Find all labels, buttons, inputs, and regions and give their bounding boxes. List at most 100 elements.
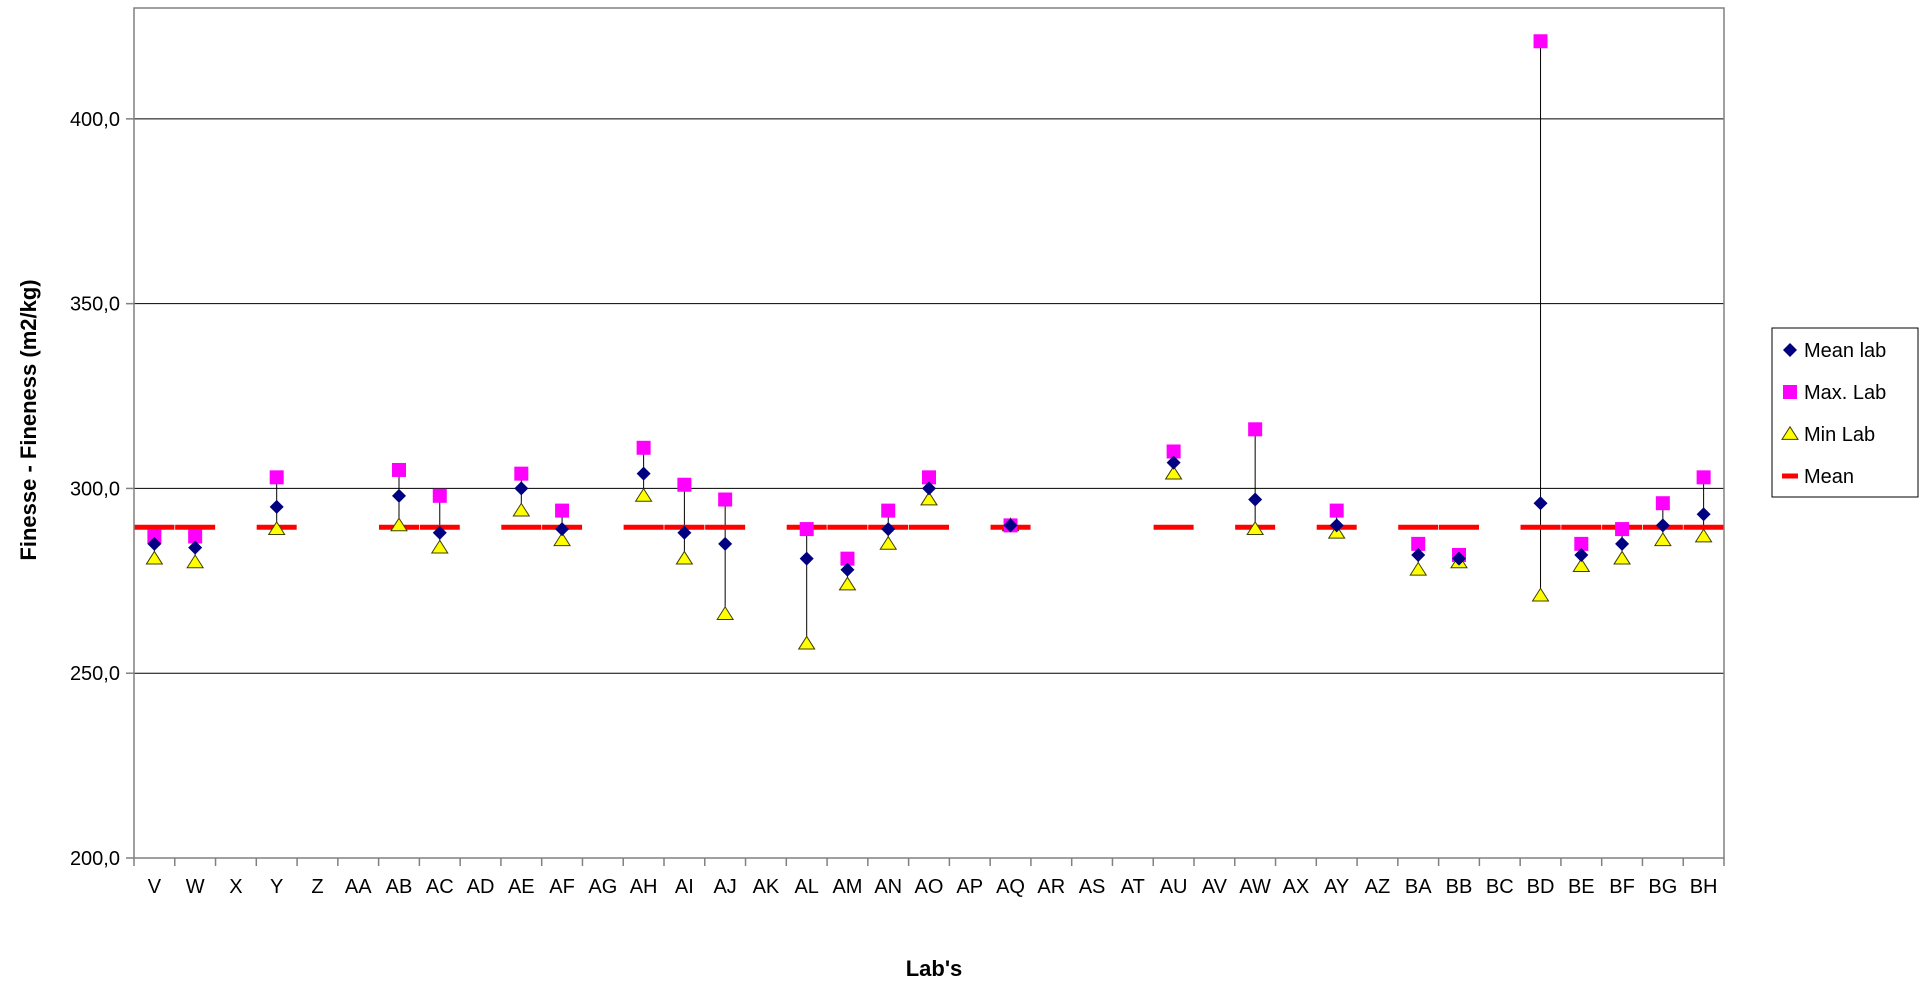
legend-label: Max. Lab [1804,382,1886,404]
y-tick-label: 350,0 [70,294,120,316]
mean-lab-point [840,562,855,577]
max-lab-point [1248,422,1263,437]
mean-lab-point [1452,551,1466,566]
x-tick-label: V [148,876,162,898]
mean-lab-point [555,522,570,537]
min-lab-point [920,491,938,506]
x-ticks [133,858,1725,866]
min-lab-point [1613,550,1631,565]
mean-lab-point [188,540,203,555]
plot-area-border [133,7,1725,859]
legend-items: Mean lab Max. Lab Min Lab Mean [1781,340,1886,488]
min-lab-point [1531,587,1550,602]
min-lab-point [1409,561,1428,576]
max-lab-point [1329,503,1344,518]
min-lab-point [634,487,653,502]
mean-lab-point [636,466,651,481]
min-lab-point [1653,532,1672,547]
min-lab-point [716,605,735,620]
max-lab-point [799,522,814,537]
min-lab-point [879,535,898,550]
legend-swatch-mean-lab [1783,343,1797,357]
max-lab-point [1166,444,1181,459]
mean-lab-point [1533,496,1548,511]
x-tick-label: X [229,876,242,898]
min-lab-point [675,550,694,565]
max-lab-point [1574,536,1589,551]
min-lab-point [838,576,857,591]
min-lab-point [267,520,286,535]
legend-swatch-max-lab [1783,385,1797,399]
mean-lab-point [147,536,162,551]
x-tick-label: AV [1202,876,1228,898]
x-tick-label: BC [1486,876,1514,898]
max-lab-point [636,440,651,455]
min-lab-point [1164,465,1183,480]
mean-lab-point [922,481,936,496]
x-tick-label: BE [1568,876,1595,898]
x-tick-label: AN [874,876,902,898]
max-lab-point [718,492,733,507]
min-lab-point [430,539,449,554]
x-tick-label: BB [1446,876,1473,898]
mean-lab-point [1329,518,1344,533]
x-axis-title: Lab's [906,956,963,981]
x-tick-label: AP [956,876,983,898]
x-tick-labels: V W X Y Z AA AB AC AD AE AF AG AH AI AJ AK AL AM AN AO AP AQ A… [148,876,1718,898]
legend-label: Min Lab [1804,424,1875,446]
range-lines [153,41,1705,644]
legend-label: Mean lab [1804,340,1886,362]
legend-box [1771,327,1919,498]
y-axis-title: Finesse - Fineness (m2/kg) [16,279,41,560]
x-tick-label: BF [1609,876,1635,898]
max-lab-point [432,488,447,503]
x-tick-label: W [186,876,205,898]
x-tick-label: BH [1690,876,1718,898]
x-tick-label: AM [832,876,862,898]
mean-lab-point [1655,518,1670,533]
max-lab-point [840,551,855,566]
x-tick-label: AY [1324,876,1349,898]
x-tick-label: Y [270,876,283,898]
mean-lab-point [677,525,692,540]
legend: Mean lab Max. Lab Min Lab Mean [1771,327,1919,498]
max-lab-point [147,529,162,544]
mean-lab-markers [147,455,1711,577]
x-tick-label: AH [630,876,658,898]
mean-lab-point [1574,547,1589,562]
mean-lab-point [432,525,447,540]
mean-lab-point [799,551,814,566]
x-tick-label: AW [1239,876,1271,898]
x-tick-label: AC [426,876,454,898]
mean-lab-point [1696,507,1711,522]
x-tick-label: BG [1648,876,1677,898]
max-lab-point [1615,522,1630,537]
mean-lab-point [514,481,529,496]
x-tick-label: AG [588,876,617,898]
y-tick-labels: 200,0 250,0 300,0 350,0 400,0 [70,109,120,870]
max-lab-point [514,466,529,481]
x-tick-label: AL [794,876,818,898]
x-tick-label: AS [1079,876,1106,898]
x-tick-label: AX [1283,876,1310,898]
mean-lab-point [718,536,733,551]
max-lab-point [188,529,203,544]
mean-lab-point [1166,455,1181,470]
mean-lab-point [1003,518,1018,533]
min-lab-point [186,554,205,569]
min-lab-point [145,550,164,565]
min-lab-point [512,502,531,517]
x-tick-label: AA [345,876,372,898]
x-tick-label: AI [675,876,694,898]
max-lab-point [1533,34,1548,49]
min-lab-point [1694,528,1713,543]
x-tick-label: BD [1527,876,1555,898]
mean-lab-point [1411,547,1426,562]
min-lab-point [553,532,571,547]
x-tick-label: BA [1405,876,1432,898]
x-tick-label: AZ [1365,876,1391,898]
x-tick-label: AD [467,876,495,898]
mean-lab-point [1615,536,1630,551]
x-tick-label: Z [311,876,323,898]
